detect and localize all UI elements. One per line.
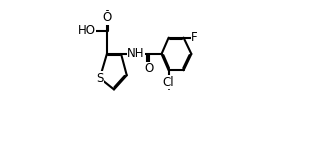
Text: F: F: [191, 31, 198, 44]
Text: HO: HO: [77, 24, 95, 37]
Text: O: O: [102, 11, 112, 24]
Text: O: O: [144, 62, 153, 75]
Text: NH: NH: [127, 47, 145, 60]
Text: Cl: Cl: [163, 76, 174, 89]
Text: S: S: [96, 72, 103, 85]
